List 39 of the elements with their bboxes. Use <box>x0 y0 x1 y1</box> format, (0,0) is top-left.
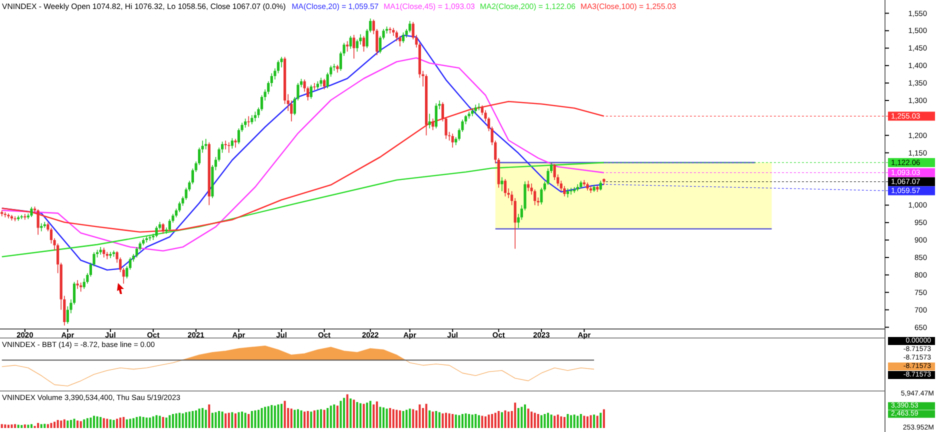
candlestick <box>234 138 237 148</box>
candlestick <box>40 222 43 232</box>
candlestick <box>474 104 477 114</box>
candlestick <box>599 180 602 191</box>
candlestick <box>434 102 438 129</box>
candlestick <box>230 138 234 150</box>
candlestick <box>102 247 106 258</box>
candlestick <box>526 180 530 192</box>
candlestick <box>402 32 405 44</box>
candlestick <box>254 111 257 122</box>
candlestick <box>428 113 431 129</box>
candlestick <box>362 36 366 52</box>
candlestick <box>451 133 454 148</box>
candlestick <box>36 208 40 236</box>
candlestick <box>349 36 352 50</box>
candlestick <box>250 114 254 125</box>
candlestick <box>514 198 516 250</box>
candlestick <box>352 34 356 60</box>
candlestick <box>570 187 572 196</box>
candlestick <box>162 222 164 234</box>
candlestick <box>228 142 230 154</box>
candlestick <box>346 40 349 52</box>
candlestick <box>310 84 312 100</box>
candlestick <box>24 213 26 220</box>
candlestick <box>313 82 316 90</box>
candlestick <box>388 26 392 34</box>
candlestick <box>504 178 507 197</box>
candlestick <box>155 226 158 238</box>
candlestick <box>244 118 247 128</box>
candlestick <box>322 78 326 90</box>
candlestick <box>500 176 504 192</box>
candlestick <box>566 188 570 198</box>
candlestick <box>76 280 79 290</box>
candlestick <box>224 140 227 150</box>
candlestick <box>540 187 543 205</box>
candlestick <box>432 118 434 131</box>
candlestick <box>30 206 33 218</box>
candlestick <box>20 214 23 220</box>
candlestick <box>204 138 208 150</box>
